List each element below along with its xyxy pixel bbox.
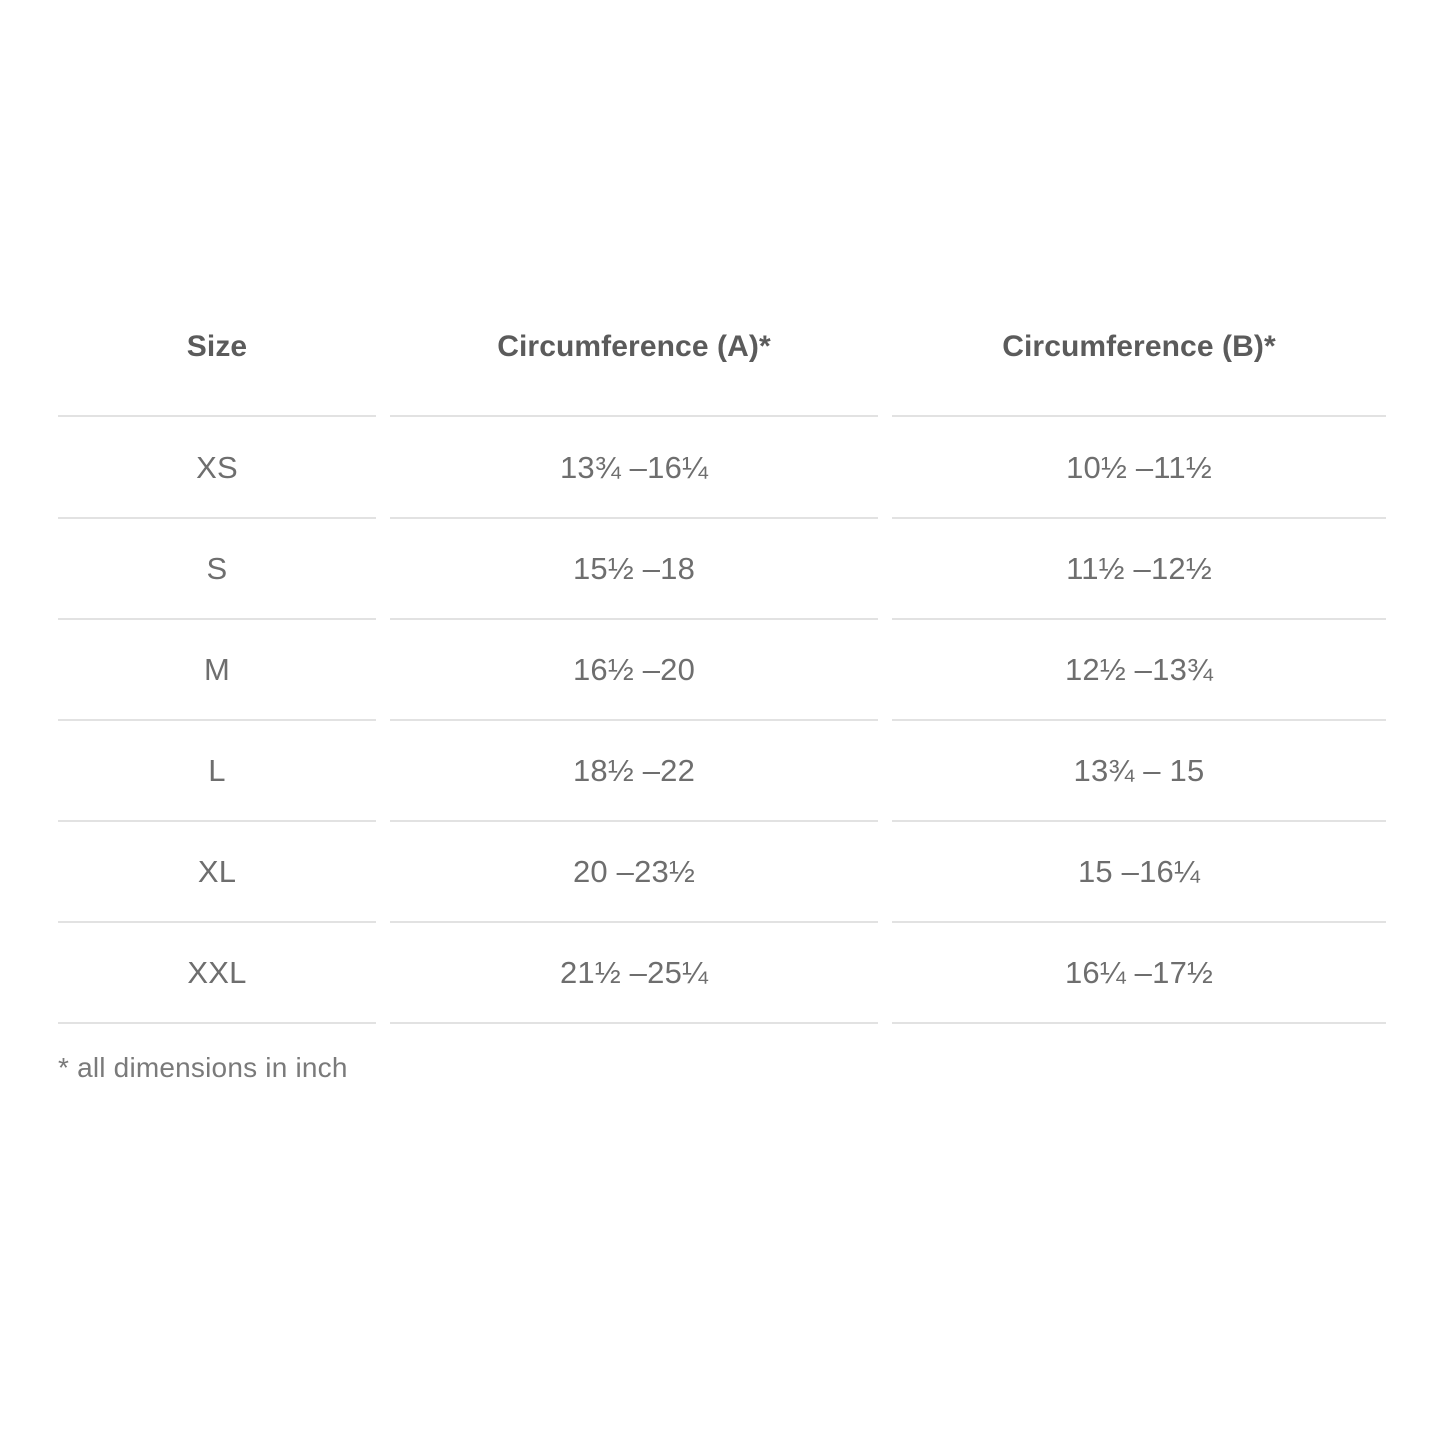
table-header: Size Circumference (A)* Circumference (B… [58,330,1386,417]
column-header-circumference-b: Circumference (B)* [892,330,1386,417]
table-row: XXL 21½ –25¼ 16¼ –17½ [58,923,1386,1024]
cell-size: M [58,620,376,721]
table-footnote: * all dimensions in inch [58,1052,348,1083]
cell-circumference-b: 12½ –13¾ [892,620,1386,721]
cell-circumference-b: 10½ –11½ [892,417,1386,519]
cell-size: S [58,519,376,620]
cell-circumference-b: 16¼ –17½ [892,923,1386,1024]
cell-circumference-b: 11½ –12½ [892,519,1386,620]
table-row: XS 13¾ –16¼ 10½ –11½ [58,417,1386,519]
cell-size: XXL [58,923,376,1024]
table-row: S 15½ –18 11½ –12½ [58,519,1386,620]
table-header-row: Size Circumference (A)* Circumference (B… [58,330,1386,417]
table-row: L 18½ –22 13¾ – 15 [58,721,1386,822]
size-chart-table-container: Size Circumference (A)* Circumference (B… [58,330,1386,1024]
cell-circumference-b: 13¾ – 15 [892,721,1386,822]
cell-circumference-a: 21½ –25¼ [390,923,878,1024]
column-header-size: Size [58,330,376,417]
cell-circumference-a: 16½ –20 [390,620,878,721]
cell-size: XL [58,822,376,923]
cell-circumference-b: 15 –16¼ [892,822,1386,923]
cell-size: L [58,721,376,822]
size-chart-table: Size Circumference (A)* Circumference (B… [44,330,1400,1024]
cell-size: XS [58,417,376,519]
column-header-circumference-a: Circumference (A)* [390,330,878,417]
cell-circumference-a: 13¾ –16¼ [390,417,878,519]
table-row: M 16½ –20 12½ –13¾ [58,620,1386,721]
cell-circumference-a: 20 –23½ [390,822,878,923]
cell-circumference-a: 15½ –18 [390,519,878,620]
cell-circumference-a: 18½ –22 [390,721,878,822]
table-body: XS 13¾ –16¼ 10½ –11½ S 15½ –18 11½ –12½ … [58,417,1386,1024]
table-row: XL 20 –23½ 15 –16¼ [58,822,1386,923]
